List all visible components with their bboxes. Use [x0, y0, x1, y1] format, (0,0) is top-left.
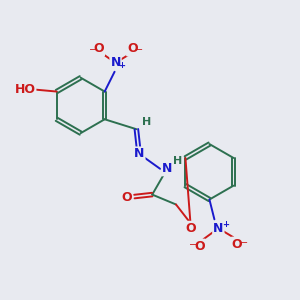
Text: −: − [89, 45, 97, 55]
Text: +: + [118, 61, 125, 70]
Text: −: − [240, 238, 248, 248]
Text: O: O [194, 240, 205, 253]
Text: −: − [135, 45, 143, 55]
Text: O: O [186, 222, 196, 235]
Text: +: + [222, 220, 229, 229]
Text: N: N [162, 162, 172, 175]
Text: O: O [232, 238, 242, 250]
Text: N: N [134, 148, 145, 160]
Text: H: H [142, 117, 151, 127]
Text: HO: HO [14, 83, 35, 96]
Text: N: N [213, 222, 224, 235]
Text: O: O [93, 42, 104, 56]
Text: H: H [173, 156, 183, 166]
Text: O: O [121, 191, 132, 204]
Text: N: N [110, 56, 121, 69]
Text: −: − [188, 240, 197, 250]
Text: O: O [127, 42, 138, 56]
